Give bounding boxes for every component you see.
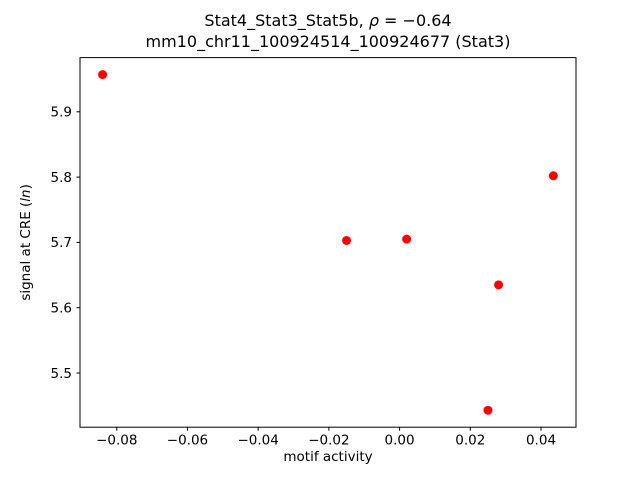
x-tick-label: 0.02 bbox=[455, 433, 485, 449]
y-axis-label: signal at CRE (ln) bbox=[18, 184, 34, 301]
y-axis-label-prefix: signal at CRE ( bbox=[18, 202, 34, 301]
chart-title-line2: mm10_chr11_100924514_100924677 (Stat3) bbox=[146, 32, 511, 52]
x-axis-label: motif activity bbox=[283, 449, 372, 465]
x-tick-label: −0.06 bbox=[167, 433, 208, 449]
x-tick-label: 0.04 bbox=[526, 433, 556, 449]
x-tick-label: −0.04 bbox=[237, 433, 278, 449]
y-tick-label: 5.5 bbox=[51, 366, 72, 382]
plot-border bbox=[79, 57, 577, 428]
y-tick-label: 5.9 bbox=[51, 105, 72, 121]
title-rho-symbol: ρ bbox=[369, 11, 379, 30]
y-axis-label-suffix: ) bbox=[18, 184, 34, 189]
chart-title-line1: Stat4_Stat3_Stat5b, ρ = −0.64 bbox=[204, 11, 451, 31]
data-point bbox=[483, 405, 493, 415]
data-point bbox=[342, 235, 352, 245]
title-correlation-value: = −0.64 bbox=[379, 11, 452, 30]
plot-content: −0.08 −0.06 −0.04 −0.02 0.00 0.02 0.04 5.5 5.6 5.… bbox=[51, 70, 558, 449]
y-tick-label: 5.8 bbox=[51, 170, 72, 186]
y-tick-label: 5.7 bbox=[51, 235, 72, 251]
x-tick-label: −0.02 bbox=[308, 433, 349, 449]
data-point bbox=[98, 70, 108, 80]
data-point bbox=[548, 171, 558, 181]
x-tick-label: 0.00 bbox=[385, 433, 415, 449]
y-tick-label: 5.6 bbox=[51, 301, 72, 317]
x-tick-label: −0.08 bbox=[96, 433, 137, 449]
data-point bbox=[402, 234, 412, 244]
title-prefix: Stat4_Stat3_Stat5b, bbox=[204, 11, 368, 31]
y-axis-label-italic-ln: ln bbox=[18, 189, 34, 201]
data-point bbox=[494, 280, 504, 290]
